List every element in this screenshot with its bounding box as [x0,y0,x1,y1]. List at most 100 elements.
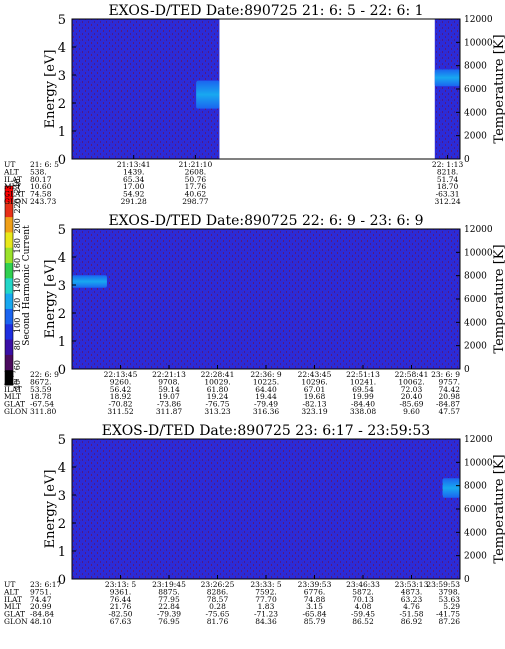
colorbar-segment [5,277,13,294]
orbit-cell: 22:43:45 [298,370,332,379]
colorbar-segment [5,216,13,233]
y-tick-label: 5 [58,13,66,28]
orbit-cell: 243.73 [30,197,56,206]
y2-tick-label: 2000 [464,552,487,562]
colorbar-segment [5,293,13,309]
panel-title: EXOS-D/TED Date:890725 21: 6: 5 - 22: 6:… [108,3,423,19]
spectrogram-panel-1: EXOS-D/TED Date:890725 21: 6: 5 - 22: 6:… [3,3,505,206]
orbit-cell: 8672. [30,377,51,386]
orbit-cell: 3.15 [306,602,323,611]
colorbar-segment [5,201,13,218]
colorbar-segment [5,231,13,248]
colorbar-segment [5,308,13,325]
y2-tick-label: 2000 [464,342,487,352]
orbit-row-label: UT [4,160,15,169]
orbit-cell: 9260. [110,377,131,386]
colorbar-segment [5,339,13,355]
orbit-row-label: UT [4,580,15,589]
colorbar-frame [4,185,14,386]
orbit-cell: 10029. [204,377,230,386]
orbit-cell: -84.40 [351,400,375,409]
y-tick-label: 5 [58,223,66,238]
orbit-cell: 87.26 [439,617,461,626]
orbit-cell: 3798. [439,587,460,596]
orbit-cell: 8218. [437,167,458,176]
y-tick-label: 1 [58,125,66,140]
y2-tick-label: 0 [464,575,470,585]
orbit-cell: 18.92 [110,392,132,401]
y-tick-label: 4 [58,251,66,266]
y2-tick-label: 10000 [464,458,493,468]
colorbar-segment [5,323,13,340]
y-tick-label: 1 [58,545,66,560]
orbit-cell: 86.92 [401,617,423,626]
orbit-cell: 84.36 [255,617,277,626]
orbit-row-label: GLAT [4,400,25,409]
orbit-cell: -82.13 [302,400,326,409]
orbit-cell: 10.60 [30,182,52,191]
orbit-cell: 323.19 [301,407,327,416]
orbit-cell: 22:28:41 [201,370,235,379]
y2-tick-label: 12000 [464,435,493,445]
spectrogram-panel-2: EXOS-D/TED Date:890725 22: 6: 9 - 23: 6:… [3,213,505,416]
orbit-cell: 10062. [398,377,424,386]
orbit-row-label: GLAT [4,190,25,199]
orbit-cell: 22: 6: 9 [30,370,59,379]
colorbar-tick-label: 60 [13,360,22,370]
y-tick-label: 0 [58,153,66,168]
y-axis-label: Energy [eV] [43,470,58,549]
orbit-cell: -79.39 [157,610,181,619]
orbit-cell: 8286. [207,587,228,596]
orbit-cell: 21:13:41 [117,160,151,169]
orbit-cell: 22: 1:13 [432,160,464,169]
orbit-cell: 74.42 [439,385,461,394]
spectrogram-panel-3: EXOS-D/TED Date:890725 23: 6:17 - 23:59:… [3,423,505,626]
orbit-row-label: MLT [4,182,21,191]
orbit-cell: -67.54 [30,400,54,409]
orbit-row-label: GLON [4,197,28,206]
y2-tick-label: 8000 [464,272,487,282]
y-axis-label: Energy [eV] [43,50,58,129]
orbit-cell: 69.54 [352,385,374,394]
orbit-cell: 18.70 [437,182,459,191]
y2-tick-label: 10000 [464,38,493,48]
orbit-cell: 74.58 [30,190,52,199]
colorbar-segment [5,186,13,202]
orbit-cell: -84.87 [436,400,460,409]
orbit-cell: 61.80 [207,385,229,394]
orbit-cell: 10225. [253,377,279,386]
orbit-cell: 4.08 [355,602,372,611]
y2-axis-label: Temperature [K] [492,34,505,143]
orbit-cell: 23:46:33 [346,580,380,589]
orbit-cell: 9708. [158,377,179,386]
y2-tick-label: 4000 [464,108,487,118]
orbit-cell: 77.70 [255,595,277,604]
orbit-cell: 298.77 [182,197,208,206]
orbit-cell: 311.80 [30,407,56,416]
orbit-cell: 64.40 [255,385,277,394]
orbit-cell: 81.76 [207,617,229,626]
colorbar-tick-label: 220 [13,198,22,213]
orbit-cell: 47.57 [439,407,461,416]
orbit-cell: 9.60 [403,407,420,416]
orbit-cell: 20.99 [30,602,52,611]
y-tick-label: 3 [58,69,66,84]
orbit-row-label: GLAT [4,610,25,619]
orbit-cell: -79.49 [254,400,278,409]
y-tick-label: 2 [58,307,66,322]
colorbar-tick-label: 40 [13,380,22,390]
orbit-cell: 59.14 [158,385,180,394]
colorbar-tick-label: 120 [13,298,22,313]
orbit-cell: 19.99 [352,392,374,401]
orbit-cell: 17.76 [185,182,207,191]
orbit-cell: 19.07 [158,392,180,401]
orbit-cell: 9757. [439,377,460,386]
data-gap [219,19,435,159]
colorbar: 40 60 80 100 120 140 160 180 200 220 240 Second Har… [4,178,32,390]
orbit-cell: 9361. [110,587,131,596]
orbit-row-label: ILAT [4,385,22,394]
y2-tick-label: 10000 [464,248,493,258]
orbit-cell: 23:53:13 [395,580,429,589]
orbit-cell: 67.63 [110,617,132,626]
